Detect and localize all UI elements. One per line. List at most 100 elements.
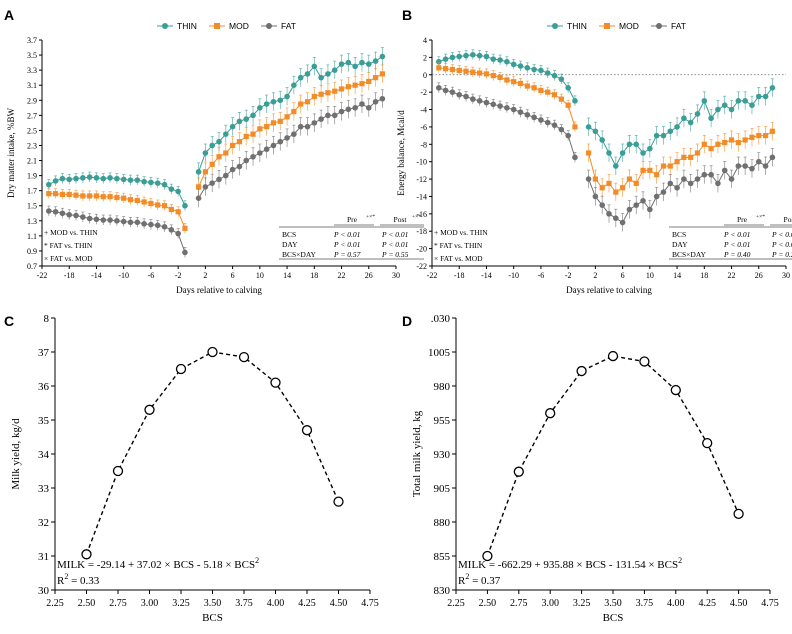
data-point: [762, 133, 769, 139]
data-point: [749, 102, 755, 108]
x-tick-label: 2: [593, 271, 597, 280]
data-point: [331, 67, 338, 73]
legend-marker: [552, 23, 558, 29]
data-point: [749, 165, 755, 172]
data-point: [660, 189, 667, 195]
data-point: [742, 163, 748, 169]
data-point: [161, 203, 168, 209]
comparison-key: + MOD vs. THIN: [44, 228, 98, 237]
stats-row-label: DAY: [282, 240, 298, 249]
data-point: [80, 175, 86, 181]
x-tick-label: 18: [700, 271, 708, 280]
data-point: [701, 141, 707, 147]
data-point: [647, 145, 653, 152]
data-point: [73, 192, 79, 198]
data-point: [284, 93, 290, 100]
data-point: [114, 194, 120, 201]
data-point: [456, 53, 463, 60]
data-point: [572, 154, 578, 161]
stats-row-label: DAY: [672, 240, 688, 249]
x-tick-label: 2.50: [479, 598, 497, 609]
y-tick-label: -16: [416, 210, 427, 219]
y-tick-label: 36: [38, 381, 50, 393]
y-tick-label: 0.9: [27, 247, 37, 256]
data-point: [114, 175, 120, 182]
x-tick-label: 4.50: [730, 598, 748, 609]
y-tick-label: 905: [434, 483, 451, 495]
y-tick-label: .030: [431, 313, 451, 325]
data-point: [755, 158, 762, 165]
legend-label-mod: MOD: [619, 21, 639, 31]
stats-post-value: P < 0.01: [771, 230, 792, 239]
data-point: [209, 161, 215, 167]
data-point: [633, 180, 639, 187]
data-point: [654, 172, 660, 178]
data-point: [100, 217, 107, 223]
series-mod: [436, 62, 775, 202]
data-point: [264, 124, 270, 130]
series-line-post: [588, 157, 773, 224]
data-point: [551, 72, 558, 79]
stats-pre-value: P = 0.40: [723, 250, 751, 259]
data-point: [127, 219, 134, 226]
data-point: [715, 180, 721, 187]
data-point: [59, 191, 66, 198]
data-point: [449, 89, 456, 95]
legend-label-fat: FAT: [281, 21, 296, 31]
data-point: [483, 71, 490, 77]
data-point: [127, 197, 134, 203]
series-line-post: [198, 56, 383, 173]
data-point: [134, 219, 141, 226]
data-point: [576, 365, 587, 377]
data-point: [687, 180, 694, 187]
data-point: [504, 58, 510, 65]
data-point: [154, 222, 161, 229]
stats-pre-value: P < 0.01: [333, 230, 360, 239]
data-point: [708, 146, 714, 152]
data-point: [379, 95, 386, 102]
data-point: [333, 496, 344, 507]
data-point: [114, 218, 120, 224]
data-point: [477, 70, 483, 76]
data-point: [100, 194, 106, 200]
data-point: [379, 71, 385, 77]
data-point: [202, 169, 208, 175]
x-axis-label: Days relative to calving: [176, 285, 262, 295]
r-squared: R2 = 0.37: [458, 572, 501, 587]
stats-post-value: P < 0.01: [381, 240, 408, 249]
y-tick-label: 37: [38, 347, 50, 359]
y-tick-label: -2: [420, 88, 427, 97]
panel-label-b: B: [402, 7, 412, 23]
data-point: [338, 61, 345, 67]
data-point: [352, 82, 358, 88]
data-point: [345, 106, 352, 113]
x-tick-label: 22: [338, 271, 346, 280]
data-point: [148, 200, 154, 207]
data-point: [708, 115, 714, 122]
data-point: [209, 180, 215, 186]
data-point: [216, 154, 222, 160]
y-tick-label: -14: [416, 192, 427, 201]
data-point: [558, 126, 565, 133]
data-point: [270, 120, 277, 126]
data-point: [195, 169, 202, 175]
r2-symbol: R: [458, 575, 466, 587]
y-tick-label: 3.3: [27, 66, 37, 75]
data-point: [257, 150, 263, 156]
data-point: [470, 69, 476, 75]
data-point: [257, 105, 263, 111]
legend-marker: [656, 23, 662, 29]
y-tick-label: 930: [434, 449, 451, 461]
panel-label-a: A: [4, 7, 14, 23]
x-tick-label: 26: [755, 271, 763, 280]
equation-text: MILK = -662.29 + 935.88 × BCS - 131.54 ×…: [458, 559, 678, 571]
data-point: [694, 176, 701, 182]
data-point: [715, 106, 721, 113]
data-point: [769, 85, 776, 91]
data-point: [141, 221, 147, 227]
data-point: [46, 191, 52, 197]
data-point: [482, 550, 493, 562]
data-point: [325, 112, 331, 119]
data-point: [195, 184, 202, 190]
data-point: [372, 75, 379, 81]
